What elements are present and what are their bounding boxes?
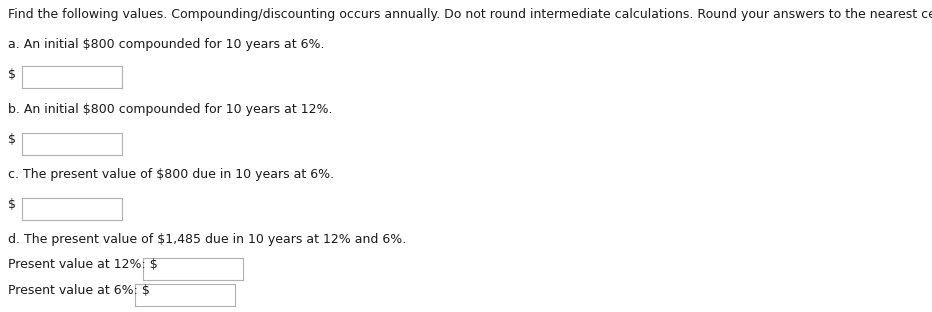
Text: Present value at 6%: $: Present value at 6%: $ [8,284,150,297]
Text: $: $ [8,133,16,146]
Text: b. An initial $800 compounded for 10 years at 12%.: b. An initial $800 compounded for 10 yea… [8,103,333,116]
Text: Find the following values. Compounding/discounting occurs annually. Do not round: Find the following values. Compounding/d… [8,8,932,21]
Text: d. The present value of $1,485 due in 10 years at 12% and 6%.: d. The present value of $1,485 due in 10… [8,233,406,246]
Text: c. The present value of $800 due in 10 years at 6%.: c. The present value of $800 due in 10 y… [8,168,335,181]
Text: $: $ [8,68,16,81]
Text: a. An initial $800 compounded for 10 years at 6%.: a. An initial $800 compounded for 10 yea… [8,38,324,51]
Text: $: $ [8,198,16,211]
Text: Present value at 12%: $: Present value at 12%: $ [8,258,158,271]
